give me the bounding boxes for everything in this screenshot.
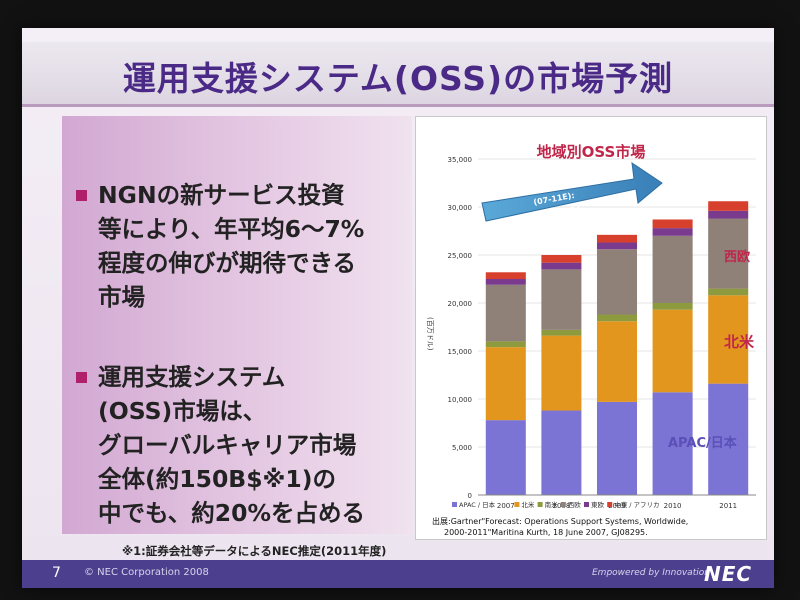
region-label-north-america: 北米 xyxy=(724,333,755,351)
title-bar xyxy=(22,42,774,107)
growth-arrow: 年平均伸び率 (07-11E): 6.8% xyxy=(481,161,663,227)
legend-label: 北米 xyxy=(521,500,535,509)
y-tick-label: 20,000 xyxy=(448,300,473,308)
copyright: © NEC Corporation 2008 xyxy=(84,567,209,578)
bar-segment xyxy=(485,341,526,348)
bar-segment xyxy=(485,284,526,342)
nec-logo: NEC xyxy=(704,562,753,586)
bar-segment xyxy=(708,201,749,211)
chart-panel: 0 5,000 10,000 15,000 20,000 25,000 30,000 35,0… xyxy=(415,116,767,540)
bar-segment xyxy=(596,242,638,250)
bar-segment xyxy=(596,321,638,402)
bullet-line: 全体(約150B$※1)の xyxy=(98,465,336,493)
legend-label: 東欧 xyxy=(591,500,605,509)
y-tick-label: 25,000 xyxy=(448,252,473,260)
stacked-bar-chart: 0 5,000 10,000 15,000 20,000 25,000 30,000 35,0… xyxy=(426,143,756,537)
x-tick-label: 2011 xyxy=(719,502,737,510)
y-tick-label: 0 xyxy=(468,492,472,500)
region-label-apac: APAC/日本 xyxy=(668,435,737,451)
bullet-line: 中でも、約20%を占める xyxy=(98,499,366,527)
region-label-west-europe: 西欧 xyxy=(724,249,750,265)
y-tick-label: 5,000 xyxy=(452,444,472,452)
bar-segment xyxy=(485,347,526,421)
tagline: Empowered by Innovation xyxy=(592,568,710,578)
slide-title: 運用支援システム(OSS)の市場予測 xyxy=(122,59,674,98)
footer-bar: 7 © NEC Corporation 2008 Empowered by In… xyxy=(22,560,774,588)
bar-segment xyxy=(708,383,749,495)
page-number: 7 xyxy=(52,565,61,581)
x-tick-label: 2007 xyxy=(497,502,515,510)
source-line: 出展:Gartner"Forecast: Operations Support … xyxy=(432,516,688,526)
bar-segment xyxy=(708,295,749,384)
bullet-panel: NGNの新サービス投資 等により、年平均6〜7% 程度の伸びが期待できる 市場 … xyxy=(62,116,412,534)
footnote: ※1:証券会社等データによるNEC推定(2011年度) xyxy=(122,544,387,558)
bullet-line: 等により、年平均6〜7% xyxy=(98,215,365,243)
bar-segment xyxy=(708,210,749,219)
x-tick-label: 2010 xyxy=(664,502,682,510)
bullet-line: 市場 xyxy=(98,283,145,311)
bar-segment xyxy=(485,420,526,495)
bullet-line: (OSS)市場は、 xyxy=(98,397,267,425)
bar-segment xyxy=(541,410,582,495)
bar-segment xyxy=(652,392,693,495)
bar-segment xyxy=(596,249,638,315)
chart-title: 地域別OSS市場 xyxy=(537,143,646,161)
bullet-line: 程度の伸びが期待できる xyxy=(98,249,357,277)
source-line: 2000-2011"Maritina Kurth, 18 June 2007, … xyxy=(444,528,648,537)
bar-segment xyxy=(652,309,693,393)
bar-segment xyxy=(652,219,693,229)
bullet-1: NGNの新サービス投資 等により、年平均6〜7% 程度の伸びが期待できる 市場 xyxy=(76,178,416,314)
bar-segment xyxy=(596,234,638,243)
legend-swatch xyxy=(452,502,457,507)
bar-segment xyxy=(541,262,582,270)
y-tick-label: 35,000 xyxy=(448,156,473,164)
legend-label: 南米 xyxy=(545,500,559,509)
legend-swatch xyxy=(607,502,613,507)
bullet-marker-icon xyxy=(76,372,87,383)
legend-label: 中東 / アフリカ xyxy=(614,500,659,509)
y-tick-label: 30,000 xyxy=(448,204,473,212)
bullet-line: グローバルキャリア市場 xyxy=(98,431,357,459)
bar-segment xyxy=(541,255,582,263)
x-tick-label: 2009 xyxy=(608,502,626,510)
y-tick-label: 10,000 xyxy=(448,396,473,404)
bar-segment xyxy=(652,228,693,236)
bar-segment xyxy=(652,303,693,310)
bar-segment xyxy=(708,218,749,289)
y-tick-label: 15,000 xyxy=(448,348,473,356)
bullet-line: NGNの新サービス投資 xyxy=(98,181,345,209)
legend-swatch xyxy=(537,502,543,507)
bullet-2: 運用支援システム (OSS)市場は、 グローバルキャリア市場 全体(約150B$… xyxy=(76,360,416,530)
bar-segment xyxy=(652,235,693,303)
bar-segment xyxy=(485,272,526,279)
presentation-slide: 運用支援システム(OSS)の市場予測 NGNの新サービス投資 等により、年平均6… xyxy=(22,28,774,588)
bar-segment xyxy=(541,335,582,411)
bar-segment xyxy=(485,279,526,285)
y-axis-label: (百万ドル) xyxy=(426,317,434,351)
bar-segment xyxy=(541,269,582,330)
bullet-marker-icon xyxy=(76,190,87,201)
legend-swatch xyxy=(560,502,566,507)
bullet-line: 運用支援システム xyxy=(98,363,286,391)
legend-label: APAC / 日本 xyxy=(459,500,496,509)
legend-swatch xyxy=(514,502,520,507)
legend-label: 西欧 xyxy=(568,500,582,509)
bar-segment xyxy=(596,401,638,495)
bar-segment xyxy=(596,314,638,322)
bar-segment xyxy=(708,288,749,296)
bar-segment xyxy=(541,329,582,336)
legend-swatch xyxy=(584,502,589,507)
